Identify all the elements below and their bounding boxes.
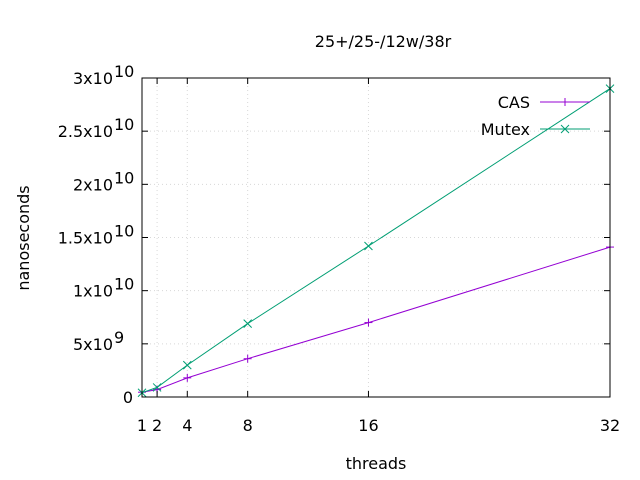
x-tick-label: 32 bbox=[600, 416, 620, 435]
data-point-cas bbox=[243, 354, 252, 363]
y-tick-label: 5x10 bbox=[73, 335, 113, 354]
series-line-mutex bbox=[141, 88, 611, 394]
y-tick-mantissa: 1.5x10 bbox=[58, 229, 113, 248]
y-tick-exponent: 10 bbox=[114, 222, 134, 241]
y-tick-label: 1.5x10 bbox=[58, 229, 113, 248]
y-axis-label: nanoseconds bbox=[14, 185, 33, 290]
chart-title: 25+/25-/12w/38r bbox=[315, 32, 452, 51]
y-tick-mantissa: 2.5x10 bbox=[58, 122, 113, 141]
y-tick-label: 2x10 bbox=[73, 175, 113, 194]
x-tick-label: 8 bbox=[243, 416, 253, 435]
x-tick-label: 4 bbox=[182, 416, 192, 435]
data-point-mutex bbox=[364, 241, 373, 251]
x-tick-label: 2 bbox=[152, 416, 162, 435]
y-tick-label: 3x10 bbox=[73, 69, 113, 88]
axis-ticks bbox=[141, 77, 611, 398]
y-tick-exponent: 10 bbox=[114, 115, 134, 134]
y-tick-label: 0 bbox=[123, 388, 133, 407]
y-tick-mantissa: 5x10 bbox=[73, 335, 113, 354]
x-axis-label: threads bbox=[346, 454, 407, 473]
y-tick-mantissa: 1x10 bbox=[73, 282, 113, 301]
plot-frame bbox=[141, 77, 611, 398]
data-point-mutex bbox=[152, 383, 162, 392]
legend-label-cas: CAS bbox=[498, 93, 530, 112]
y-tick-label: 1x10 bbox=[73, 282, 113, 301]
y-tick-mantissa: 0 bbox=[123, 388, 133, 407]
legend-marker-cas bbox=[561, 98, 569, 106]
data-point-mutex bbox=[243, 319, 253, 328]
y-tick-mantissa: 2x10 bbox=[73, 175, 113, 194]
y-tick-exponent: 9 bbox=[114, 328, 124, 347]
y-tick-exponent: 10 bbox=[114, 275, 134, 294]
data-point-mutex bbox=[182, 360, 192, 370]
y-tick-label: 2.5x10 bbox=[58, 122, 113, 141]
grid bbox=[142, 78, 610, 397]
y-tick-exponent: 10 bbox=[114, 62, 134, 81]
data-point-cas bbox=[364, 318, 373, 327]
series-line-cas bbox=[141, 246, 611, 393]
legend-label-mutex: Mutex bbox=[481, 120, 530, 139]
data-point-cas bbox=[183, 373, 192, 382]
legend-marker-mutex bbox=[560, 124, 570, 134]
x-tick-label: 1 bbox=[137, 416, 147, 435]
x-tick-label: 16 bbox=[358, 416, 378, 435]
legend: CAS Mutex bbox=[481, 93, 590, 139]
y-tick-mantissa: 3x10 bbox=[73, 69, 113, 88]
y-tick-exponent: 10 bbox=[114, 168, 134, 187]
